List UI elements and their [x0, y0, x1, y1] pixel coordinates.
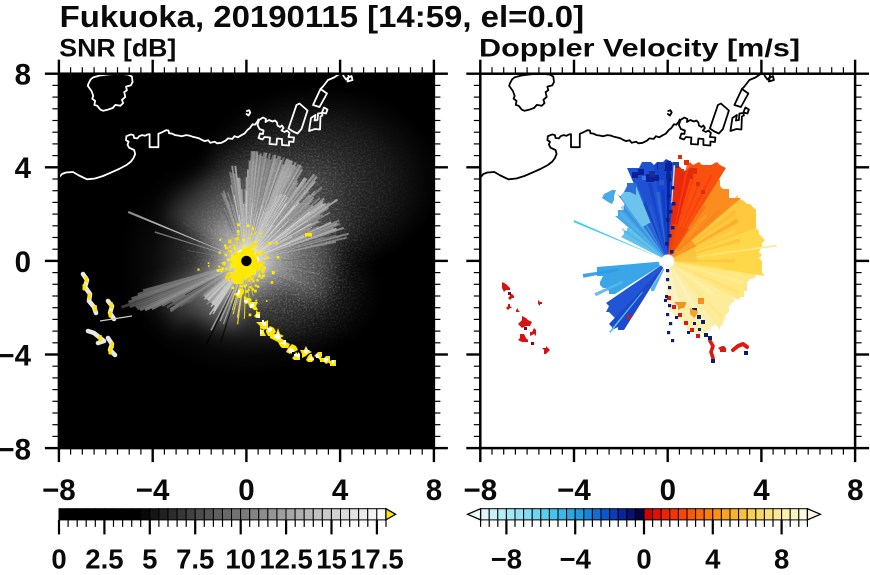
svg-text:0: 0	[51, 544, 66, 570]
svg-text:−4: −4	[136, 474, 170, 507]
svg-text:12.5: 12.5	[259, 544, 313, 570]
svg-text:0: 0	[15, 246, 31, 279]
svg-text:17.5: 17.5	[350, 544, 404, 570]
svg-text:0: 0	[636, 544, 651, 570]
svg-text:Doppler Velocity [m/s]: Doppler Velocity [m/s]	[479, 35, 800, 63]
svg-text:7.5: 7.5	[176, 544, 214, 570]
svg-text:−4: −4	[560, 544, 592, 570]
svg-text:−4: −4	[557, 474, 591, 507]
svg-text:10: 10	[225, 544, 256, 570]
svg-text:4: 4	[705, 544, 721, 570]
svg-text:2.5: 2.5	[85, 544, 123, 570]
svg-text:8: 8	[15, 58, 31, 91]
svg-text:8: 8	[774, 544, 789, 570]
svg-text:4: 4	[332, 474, 349, 507]
svg-text:8: 8	[847, 474, 863, 507]
svg-text:SNR [dB]: SNR [dB]	[59, 35, 176, 63]
svg-text:8: 8	[426, 474, 442, 507]
svg-text:4: 4	[753, 474, 770, 507]
svg-text:0: 0	[238, 474, 254, 507]
svg-text:0: 0	[660, 474, 676, 507]
svg-text:−8: −8	[491, 544, 522, 570]
svg-text:−8: −8	[463, 474, 497, 507]
svg-text:−4: −4	[0, 340, 32, 373]
svg-text:5: 5	[142, 544, 157, 570]
svg-text:−8: −8	[42, 474, 76, 507]
svg-text:4: 4	[15, 152, 32, 185]
svg-text:15: 15	[316, 544, 347, 570]
svg-text:Fukuoka, 20190115 [14:59, el=0: Fukuoka, 20190115 [14:59, el=0.0]	[60, 0, 585, 34]
svg-text:−8: −8	[0, 433, 31, 466]
